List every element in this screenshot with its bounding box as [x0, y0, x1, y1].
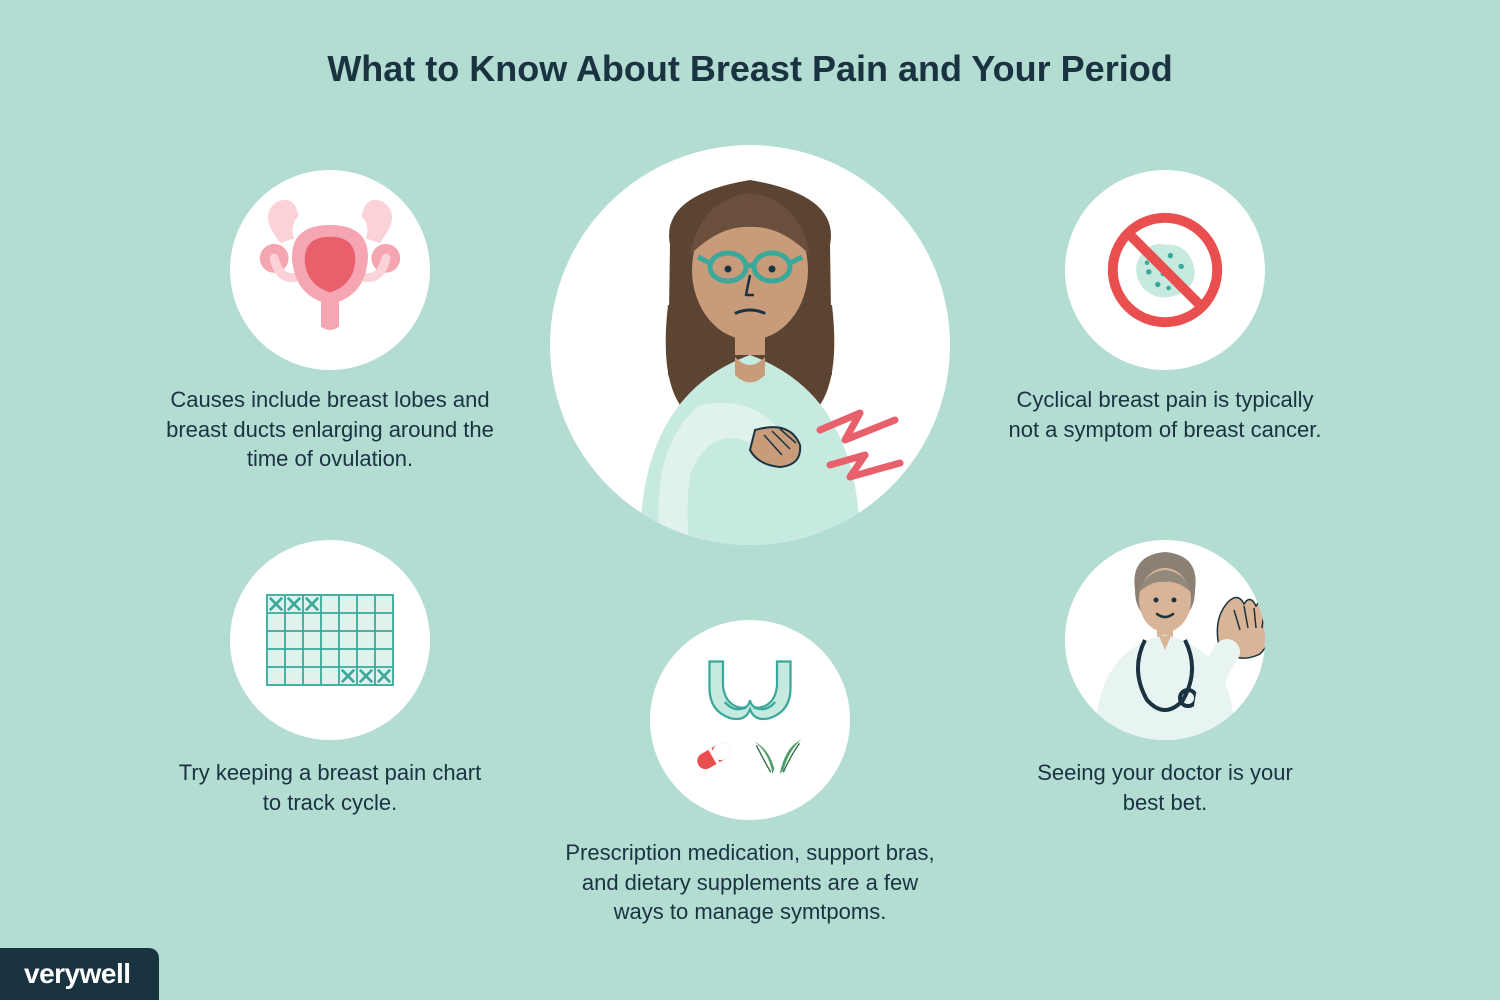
brand-logo: verywell [0, 948, 159, 1000]
item-doctor-circle [1065, 540, 1265, 740]
bra-pill-leaf-icon [660, 630, 840, 810]
infographic-canvas: What to Know About Breast Pain and Your … [0, 0, 1500, 1000]
item-manage-circle [650, 620, 850, 820]
no-cancer-icon [1075, 180, 1255, 360]
center-illustration [550, 145, 950, 545]
uterus-icon [240, 180, 420, 360]
item-causes-circle [230, 170, 430, 370]
item-chart-circle [230, 540, 430, 740]
item-not-cancer-circle [1065, 170, 1265, 370]
page-title: What to Know About Breast Pain and Your … [0, 48, 1500, 90]
calendar-icon [240, 550, 420, 730]
item-not-cancer-text: Cyclical breast pain is typically not a … [1000, 385, 1330, 444]
item-doctor-text: Seeing your doctor is your best bet. [1020, 758, 1310, 817]
doctor-icon [1065, 540, 1265, 740]
item-manage-text: Prescription medication, support bras, a… [555, 838, 945, 927]
item-chart-text: Try keeping a breast pain chart to track… [170, 758, 490, 817]
item-causes-text: Causes include breast lobes and breast d… [150, 385, 510, 474]
woman-icon [550, 145, 950, 545]
